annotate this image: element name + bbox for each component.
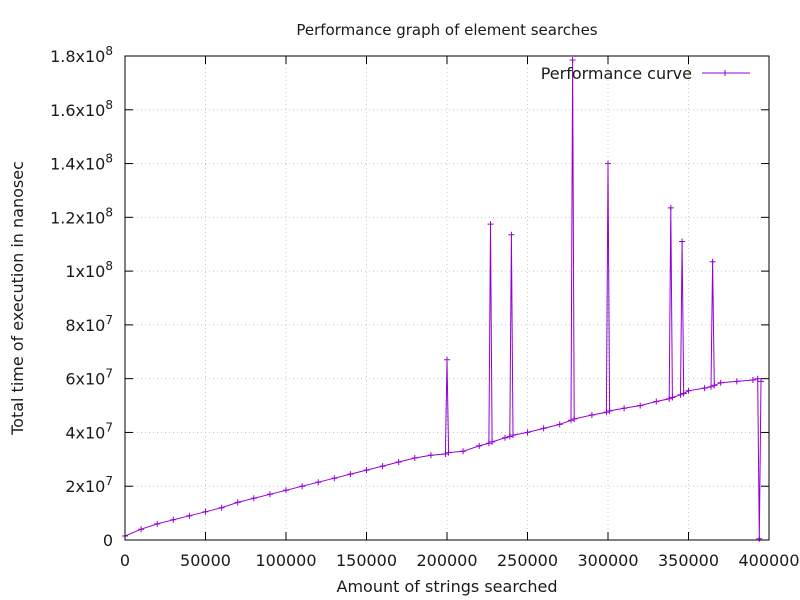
data-point xyxy=(283,487,289,494)
data-point xyxy=(556,421,563,428)
data-point xyxy=(250,495,257,502)
y-axis-label: Total time of execution in nanosec xyxy=(8,161,27,436)
y-tick-label: 2x107 xyxy=(65,474,113,496)
y-tick-label: 6x107 xyxy=(65,367,113,389)
y-tick-labels: 0 2x107 4x107 6x107 8x107 1x108 1.2x108 1.4x108… xyxy=(50,44,113,550)
data-point xyxy=(506,433,513,440)
data-point xyxy=(315,479,322,486)
data-point xyxy=(379,463,386,470)
data-point xyxy=(621,405,628,412)
data-point xyxy=(445,449,452,456)
data-point xyxy=(411,455,418,461)
y-tick-label: 1.2x108 xyxy=(50,205,113,227)
data-point xyxy=(733,378,740,385)
x-tick-label: 350000 xyxy=(658,551,719,570)
y-tick-label: 4x107 xyxy=(65,420,113,442)
x-tick-label: 50000 xyxy=(180,551,231,570)
data-point xyxy=(487,221,494,228)
x-axis-label: Amount of strings searched xyxy=(337,577,558,596)
data-point xyxy=(266,491,273,498)
data-point xyxy=(427,452,434,459)
y-tick-label: 8x107 xyxy=(65,313,113,335)
data-point xyxy=(606,407,613,414)
x-tick-label: 200000 xyxy=(416,551,477,570)
data-point xyxy=(749,377,756,383)
data-point xyxy=(677,391,684,398)
data-point xyxy=(485,440,492,447)
data-point xyxy=(442,451,449,457)
data-point xyxy=(234,499,241,506)
data-point xyxy=(444,356,450,363)
data-point xyxy=(476,442,483,449)
y-tick-label: 1.8x108 xyxy=(50,44,113,66)
data-point xyxy=(758,378,764,385)
data-point xyxy=(669,394,676,401)
legend-label-performance-curve: Performance curve xyxy=(541,64,692,83)
data-point xyxy=(653,398,660,405)
chart-title: Performance graph of element searches xyxy=(296,21,597,39)
data-point xyxy=(202,508,209,515)
data-point xyxy=(218,504,225,511)
data-point xyxy=(603,409,610,416)
x-tick-label: 100000 xyxy=(255,551,316,570)
data-point xyxy=(756,535,763,542)
x-tick-label: 300000 xyxy=(577,551,638,570)
data-point xyxy=(637,402,644,409)
x-tick-label: 150000 xyxy=(336,551,397,570)
data-point xyxy=(568,417,574,424)
data-point xyxy=(588,412,595,418)
data-point xyxy=(540,425,547,432)
data-point xyxy=(395,459,402,465)
x-tick-label: 0 xyxy=(120,551,130,570)
data-point xyxy=(571,416,578,422)
data-point xyxy=(709,258,716,265)
data-point xyxy=(489,438,496,445)
grid-lines xyxy=(125,56,769,540)
data-point xyxy=(524,429,531,436)
data-point xyxy=(666,395,673,402)
data-point xyxy=(138,526,145,533)
legend-marker-sample xyxy=(722,70,728,76)
data-point xyxy=(502,434,508,441)
data-point xyxy=(460,448,467,455)
data-point xyxy=(186,512,193,519)
data-point xyxy=(717,379,724,386)
y-tick-label: 1.6x108 xyxy=(50,98,113,120)
data-point xyxy=(708,383,714,390)
axis-ticks xyxy=(124,55,770,541)
data-point xyxy=(347,471,354,478)
y-tick-label: 1.4x108 xyxy=(50,152,113,174)
y-tick-label: 0 xyxy=(103,531,113,550)
data-point xyxy=(331,475,338,482)
data-point xyxy=(701,385,708,392)
data-point xyxy=(154,520,161,527)
data-point xyxy=(667,204,674,211)
data-point xyxy=(363,467,370,474)
data-point xyxy=(569,57,576,63)
data-point xyxy=(685,387,692,394)
data-point xyxy=(299,483,306,490)
data-point xyxy=(508,231,515,238)
data-point xyxy=(679,238,686,245)
data-point xyxy=(605,160,611,167)
data-point xyxy=(170,516,177,523)
legend: Performance curve xyxy=(541,64,750,83)
data-point xyxy=(711,382,718,389)
series-markers xyxy=(122,57,764,542)
data-point xyxy=(510,432,516,439)
x-tick-label: 250000 xyxy=(497,551,558,570)
data-point xyxy=(754,375,761,382)
series-line-performance-curve xyxy=(124,59,762,539)
y-tick-label: 1x108 xyxy=(65,259,113,281)
data-point xyxy=(680,390,687,397)
x-tick-label: 400000 xyxy=(738,551,799,570)
x-tick-labels: 0 50000 100000 150000 200000 250000 300000 3500… xyxy=(120,551,800,570)
